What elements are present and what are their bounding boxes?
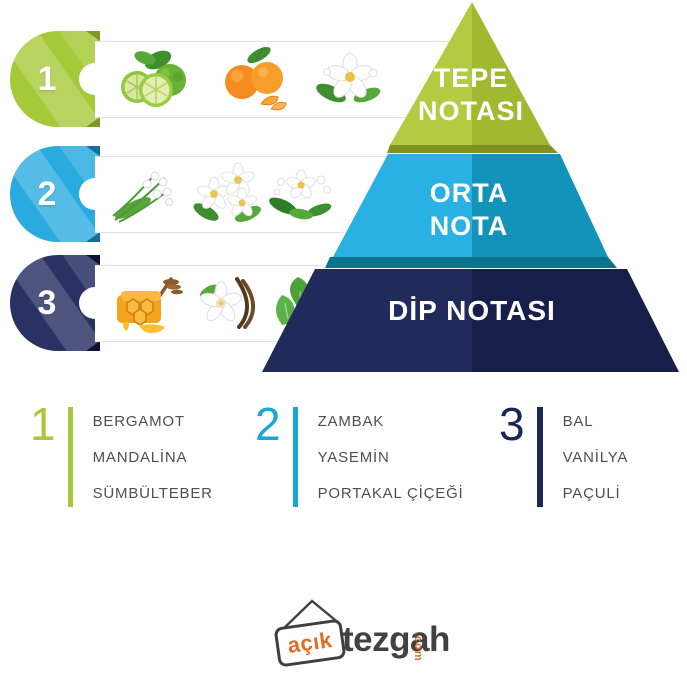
row-3-number: 3 <box>37 283 57 322</box>
sign-hanger-icon <box>281 599 341 631</box>
row-2-bar <box>95 156 387 233</box>
pyramid-graphic <box>262 2 679 372</box>
legend-item: PAÇULİ <box>562 485 621 502</box>
top-note-label: TEPE NOTASI <box>418 62 524 128</box>
ribbon-fold <box>86 117 100 127</box>
base-note-line1: DİP NOTASI <box>388 295 556 326</box>
logo-brand-text: tezgah <box>342 620 450 659</box>
ribbon-fold <box>86 31 100 41</box>
legend-2-number: 2 <box>255 398 281 450</box>
legend-item: SÜMBÜLTEBER <box>92 485 213 502</box>
row-1-number: 1 <box>37 59 57 98</box>
ribbon-fold <box>86 232 100 242</box>
legend-2-accent-bar <box>292 407 298 507</box>
legend-group-3: 3 BAL VANİLYA PAÇULİ <box>499 399 628 521</box>
middle-note-line2: NOTA <box>429 211 509 241</box>
row-2-number: 2 <box>37 174 57 213</box>
row-1-bar <box>95 41 455 118</box>
legend-item: MANDALİNA <box>92 449 188 466</box>
ribbon-fold <box>86 341 100 351</box>
legend-group-2: 2 ZAMBAK YASEMİN PORTAKAL ÇİÇEĞİ <box>255 399 464 521</box>
legend-3-number: 3 <box>499 398 525 450</box>
legend-1-accent-bar <box>67 407 73 507</box>
top-note-line2: NOTASI <box>418 96 524 126</box>
orange-blossom-branch-image <box>267 160 337 230</box>
legend-item: BAL <box>562 413 594 430</box>
legend-item: ZAMBAK <box>317 413 385 430</box>
bar-notch <box>79 63 111 95</box>
bar-notch <box>79 287 111 319</box>
legend-item: BERGAMOT <box>92 413 185 430</box>
legend-3-accent-bar <box>536 407 543 507</box>
logo-tld-text: .com <box>412 632 424 662</box>
lily-of-the-valley-image <box>107 160 177 230</box>
bergamot-image <box>110 45 195 115</box>
legend-item: YASEMİN <box>317 449 390 466</box>
jasmine-image <box>190 160 264 230</box>
logo-sign-text: açık <box>285 627 334 659</box>
middle-note-line1: ORTA <box>429 178 509 208</box>
bar-notch <box>79 178 111 210</box>
vanilla-image <box>195 269 261 339</box>
base-note-label: DİP NOTASI <box>388 295 556 327</box>
top-note-line1: TEPE <box>433 63 509 93</box>
mandarin-image <box>213 45 298 115</box>
ribbon-fold <box>86 146 100 156</box>
legend-group-1: 1 BERGAMOT MANDALİNA SÜMBÜLTEBER <box>30 399 213 521</box>
orange-blossom-image <box>307 45 392 115</box>
ribbon-fold <box>86 255 100 265</box>
legend-item: VANİLYA <box>562 449 629 466</box>
legend-1-number: 1 <box>30 398 56 450</box>
logo-sign: açık <box>273 618 347 668</box>
honeycomb-image <box>109 269 187 339</box>
row-2-bubble: 2 <box>10 146 100 242</box>
aciktezgah-logo: açık tezgah .com <box>273 596 454 674</box>
legend-item: PORTAKAL ÇİÇEĞİ <box>317 485 464 502</box>
middle-note-label: ORTA NOTA <box>430 177 509 243</box>
